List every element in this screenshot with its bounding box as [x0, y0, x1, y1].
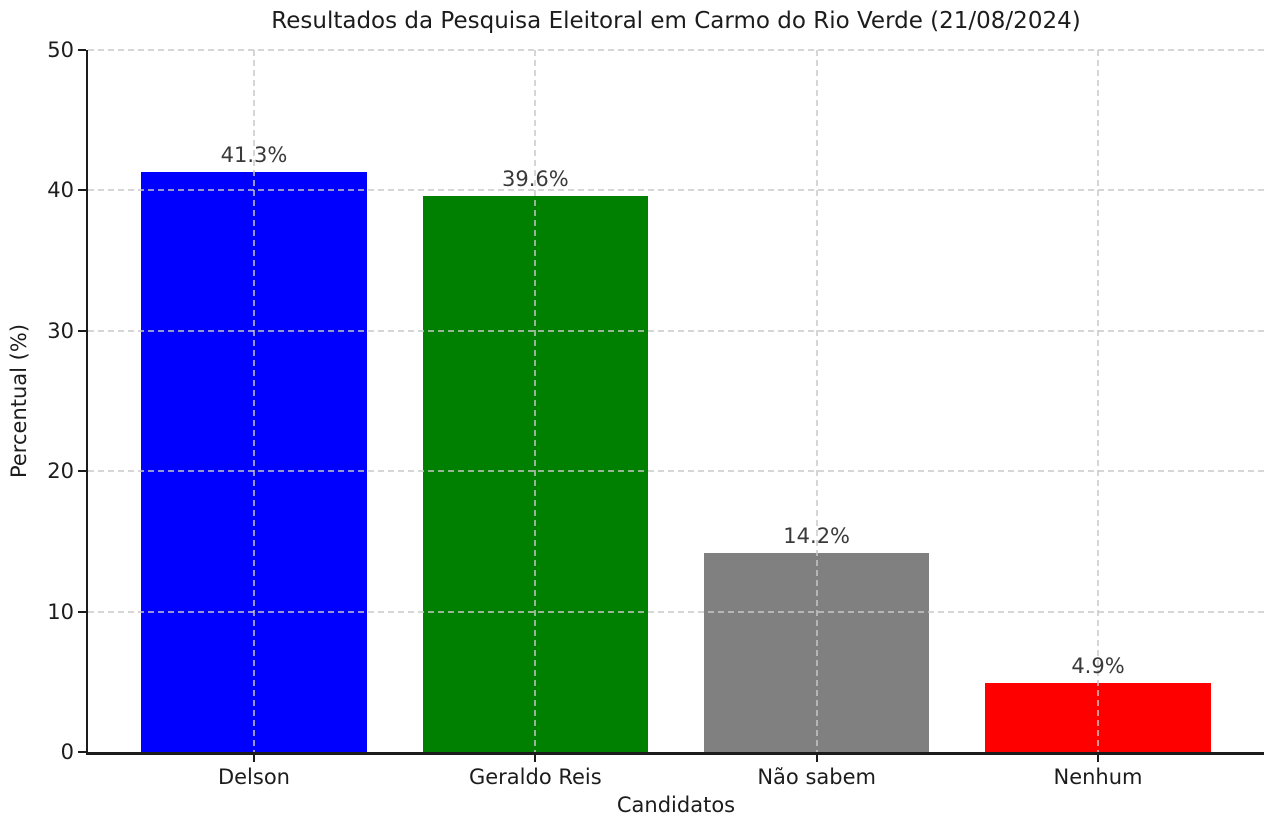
gridline-vertical [252, 50, 255, 752]
bar-value-label: 4.9% [1071, 654, 1125, 679]
gridline-vertical [534, 50, 537, 752]
left-spine [86, 50, 88, 755]
y-tick-label: 20 [47, 459, 74, 484]
chart-title: Resultados da Pesquisa Eleitoral em Carm… [271, 8, 1081, 34]
bottom-spine [86, 752, 1264, 755]
y-axis-tick [78, 610, 86, 613]
y-axis-tick [78, 189, 86, 192]
gridline-horizontal [88, 329, 1264, 332]
x-tick-label: Delson [217, 765, 290, 789]
y-axis-tick [78, 329, 86, 332]
x-tick-label: Nenhum [1053, 765, 1143, 789]
x-tick-label: Não sabem [757, 765, 876, 789]
x-axis-tick [815, 755, 818, 762]
x-axis-tick [534, 755, 537, 762]
plot-area: 0 10 20 30 40 50 41.3% Delson 39.6% Geraldo Reis 1… [47, 38, 1264, 789]
x-axis-tick [1097, 755, 1099, 762]
bar-value-label: 41.3% [220, 143, 288, 168]
y-tick-label: 0 [60, 740, 74, 764]
y-tick-label: 50 [47, 38, 74, 62]
y-tick-label: 30 [47, 318, 74, 343]
y-tick-label: 40 [47, 178, 74, 203]
gridline-horizontal [88, 49, 1264, 51]
x-tick-label: Geraldo Reis [468, 765, 602, 789]
y-axis-tick [78, 470, 86, 473]
bar-value-label: 14.2% [783, 523, 851, 548]
y-axis-label-container: Percentual (%) [2, 50, 36, 752]
gridline-horizontal [88, 470, 1264, 473]
bar-value-label: 39.6% [501, 167, 569, 192]
y-tick-label: 10 [47, 599, 74, 624]
x-axis-label: Candidatos [616, 793, 736, 817]
y-axis-tick [78, 751, 86, 753]
gridline-vertical [1097, 50, 1099, 752]
x-axis-tick [252, 755, 255, 762]
gridline-vertical [815, 50, 818, 752]
y-axis-label: Percentual (%) [7, 323, 32, 479]
y-axis-tick [78, 49, 86, 51]
gridline-horizontal [88, 610, 1264, 613]
gridline-horizontal [88, 189, 1264, 192]
